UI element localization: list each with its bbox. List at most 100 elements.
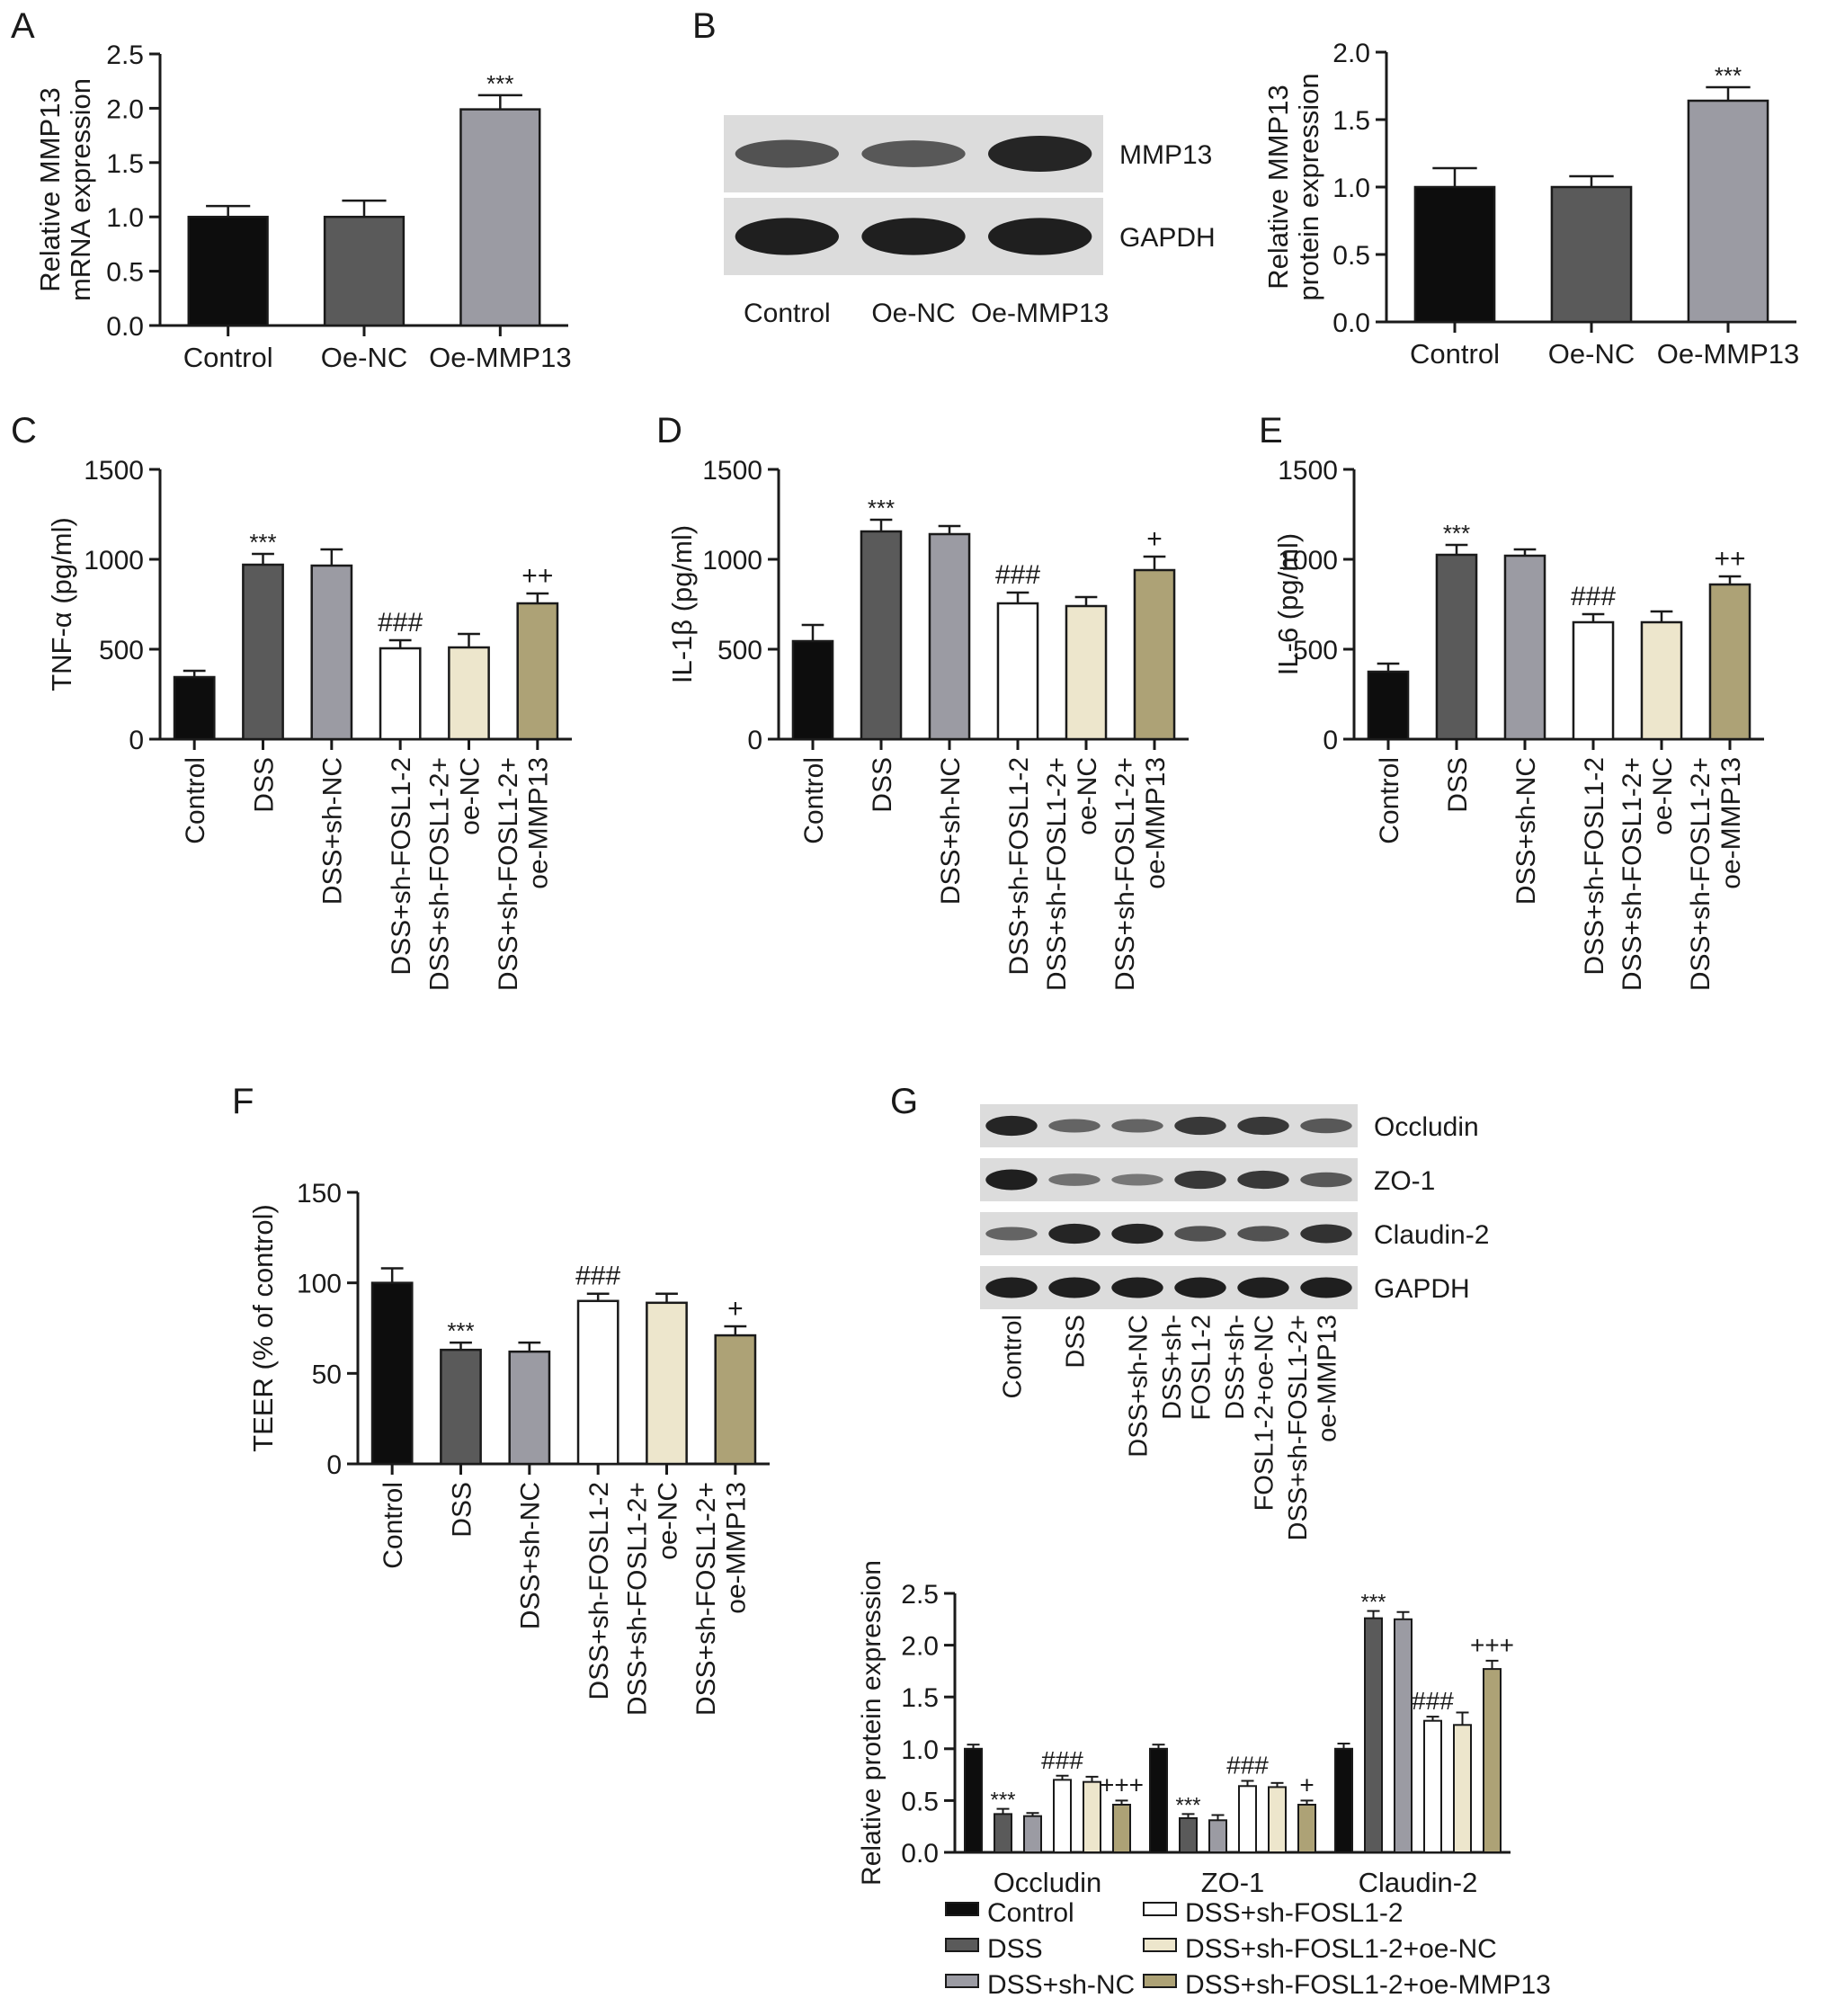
- significance-label: ###: [995, 560, 1040, 590]
- x-tick-label: DSS: [447, 1482, 477, 1538]
- bar: [516, 602, 559, 741]
- blot-lane-label-group: DSS+sh- FOSL1-2+oe-NC: [1221, 1315, 1279, 1511]
- y-axis-label-line: mRNA expression: [65, 78, 96, 301]
- significance-label: ###: [1226, 1752, 1269, 1780]
- x-tick-label: DSS+sh-NC: [318, 757, 348, 905]
- blot-lane-label: DSS: [1061, 1315, 1090, 1369]
- blot-row-label: GAPDH: [1119, 223, 1216, 253]
- chart-D: 0 500 1000 1500 IL-1β (pg/ml) Control *** DSS DS…: [666, 456, 1189, 991]
- blot-row-label: GAPDH: [1374, 1274, 1470, 1304]
- blot-lane-label: Oe-NC: [871, 299, 955, 328]
- blot-band: [735, 218, 840, 255]
- x-tick-label: oe-MMP13: [1141, 757, 1171, 889]
- bar: [173, 675, 216, 741]
- x-tick-label: oe-NC: [653, 1482, 682, 1560]
- bar: [379, 647, 422, 741]
- x-tick-label: oe-NC: [1073, 757, 1102, 835]
- y-tick-label: 1.5: [901, 1683, 939, 1713]
- blot-lane-label: DSS+sh-: [1221, 1315, 1250, 1420]
- x-tick-label: DSS+sh-FOSL1-2+: [1110, 757, 1140, 991]
- y-tick-label: 0.5: [1332, 241, 1370, 271]
- bar: [1179, 1816, 1198, 1854]
- bar: [1334, 1747, 1353, 1854]
- bar: [1364, 1617, 1383, 1853]
- x-tick-label: DSS+sh-NC: [936, 757, 966, 905]
- significance-label: ###: [1412, 1687, 1454, 1715]
- x-tick-label: Occludin: [994, 1867, 1102, 1898]
- x-tick-label: DSS+sh-FOSL1-2: [1004, 757, 1034, 976]
- blot-band: [1174, 1226, 1226, 1242]
- bar: [1435, 553, 1478, 741]
- legend-label: Control: [987, 1898, 1074, 1928]
- blot-row-label: Occludin: [1374, 1112, 1479, 1142]
- x-tick-label: DSS+sh-FOSL1-2+: [623, 1482, 653, 1716]
- x-tick-label: DSS+sh-NC: [516, 1482, 546, 1629]
- blot-row-label: ZO-1: [1374, 1166, 1435, 1196]
- significance-label: ***: [447, 1317, 474, 1344]
- y-tick-label: 1000: [702, 546, 762, 575]
- chart-B: 0.0 0.5 1.0 1.5 2.0 Relative MMP13 protein exp…: [1262, 39, 1799, 370]
- x-tick-label: oe-MMP13: [1716, 757, 1746, 889]
- blot-band: [987, 218, 1092, 255]
- x-tick-label: oe-MMP13: [722, 1482, 752, 1614]
- bar: [440, 1348, 482, 1466]
- x-tick-label: DSS+sh-FOSL1-2+: [691, 1482, 721, 1716]
- bar: [448, 646, 490, 741]
- x-tick-label: DSS+sh-FOSL1-2+: [1042, 757, 1072, 991]
- y-tick-label: 500: [1293, 636, 1338, 665]
- y-axis-label-line: TNF-α (pg/ml): [46, 517, 77, 691]
- blot-strip: [980, 1158, 1358, 1201]
- x-tick-label-group: DSS: [447, 1482, 477, 1538]
- y-tick-label: 0: [1323, 726, 1338, 755]
- blot-lane-label: FOSL1-2: [1187, 1315, 1216, 1421]
- bar: [1503, 554, 1546, 741]
- x-tick-label: Control: [379, 1482, 408, 1569]
- y-axis-label: TEER (% of control): [247, 1204, 279, 1452]
- y-tick-label: 0.0: [106, 312, 144, 342]
- blot-lane-label-group: DSS: [1061, 1315, 1090, 1369]
- x-tick-label: DSS: [249, 757, 279, 813]
- legend-swatch: [945, 1938, 979, 1952]
- bar: [1572, 620, 1615, 741]
- legend-swatch: [945, 1902, 979, 1916]
- x-tick-label-group: DSS+sh-FOSL1-2: [584, 1482, 614, 1700]
- x-tick-label-group: DSS+sh-NC: [516, 1482, 546, 1629]
- blot-band: [1048, 1119, 1101, 1133]
- x-tick-label-group: DSS: [249, 757, 279, 813]
- bar: [1149, 1747, 1168, 1854]
- legend-swatch: [1143, 1902, 1177, 1916]
- x-tick-label: oe-NC: [1648, 757, 1678, 835]
- x-tick-label-group: Control: [379, 1482, 408, 1569]
- x-tick-label: oe-MMP13: [524, 757, 554, 889]
- significance-label: +: [727, 1294, 744, 1324]
- x-tick-label-group: Control: [799, 757, 829, 844]
- x-tick-label: DSS: [1443, 757, 1473, 813]
- blot-band: [1111, 1277, 1163, 1298]
- blot-band: [1237, 1170, 1289, 1190]
- bar: [323, 215, 406, 327]
- blot-band: [1237, 1226, 1289, 1242]
- legend-swatch: [945, 1974, 979, 1988]
- x-tick-label-group: DSS+sh-NC: [1511, 757, 1541, 905]
- bar: [1112, 1804, 1131, 1854]
- bar: [1065, 604, 1108, 741]
- y-axis-label: Relative MMP13 protein expression: [1262, 73, 1324, 300]
- x-tick-label-group: DSS+sh-FOSL1-2+ oe-MMP13: [1110, 757, 1171, 991]
- y-axis-label-line: protein expression: [1293, 73, 1324, 300]
- x-tick-label-group: Control: [181, 757, 210, 844]
- bar: [1133, 568, 1176, 741]
- chart-G: 0.0 0.5 1.0 1.5 2.0 2.5 Relative protein expre…: [857, 1560, 1514, 1898]
- blot-row-label: MMP13: [1119, 140, 1212, 170]
- blot-lane-label: Control: [744, 299, 831, 328]
- x-tick-label-group: DSS+sh-FOSL1-2+ oe-MMP13: [494, 757, 554, 991]
- y-tick-label: 2.5: [106, 40, 144, 70]
- x-tick-label-group: Control: [1375, 757, 1404, 844]
- significance-label: +++: [1100, 1771, 1144, 1798]
- y-tick-label: 0.0: [1332, 308, 1370, 338]
- blot-lane-label: FOSL1-2+oe-NC: [1250, 1315, 1279, 1511]
- y-axis-label-line: IL-6 (pg/ml): [1272, 533, 1304, 675]
- bar: [964, 1747, 983, 1854]
- x-tick-label: Control: [799, 757, 829, 844]
- bar: [928, 532, 971, 741]
- blot-band: [1174, 1116, 1226, 1136]
